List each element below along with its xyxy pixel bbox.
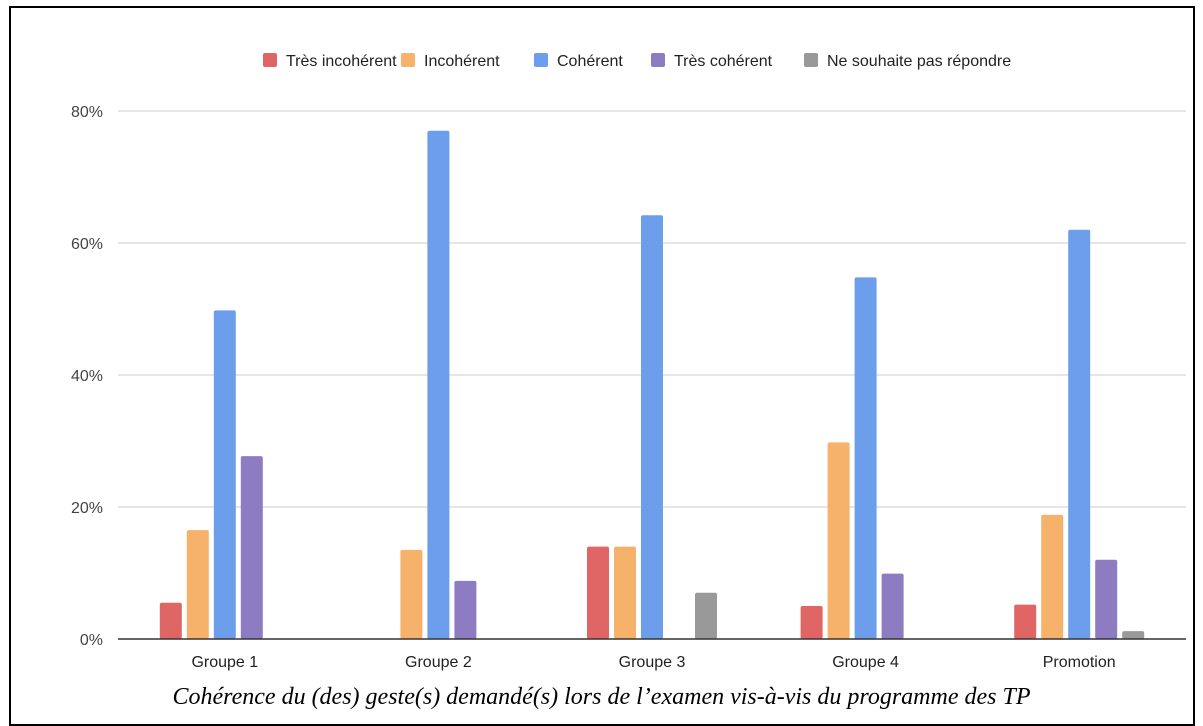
bar: [614, 546, 636, 639]
bar: [159, 602, 182, 639]
bar: [881, 573, 904, 639]
bar: [587, 546, 609, 639]
bar: [454, 580, 477, 639]
legend-label: Ne souhaite pas répondre: [827, 53, 1011, 70]
legend-label: Cohérent: [557, 53, 623, 70]
legend-label: Très cohérent: [674, 53, 773, 70]
legend-label: Incohérent: [424, 53, 500, 70]
y-tick-label: 40%: [71, 368, 103, 385]
bar: [186, 530, 209, 639]
bar: [427, 130, 450, 640]
bar: [1041, 514, 1064, 639]
legend-swatch: [651, 53, 665, 67]
bar: [240, 456, 263, 639]
bar: [695, 592, 717, 639]
x-tick-label: Groupe 1: [191, 654, 258, 671]
bar: [827, 442, 850, 639]
x-tick-label: Groupe 4: [832, 654, 899, 671]
bar: [213, 310, 236, 639]
legend-item: Très incohérent: [263, 53, 397, 70]
legend-item: Ne souhaite pas répondre: [804, 53, 1011, 70]
x-tick-label: Groupe 2: [405, 654, 472, 671]
y-tick-label: 80%: [71, 104, 103, 121]
legend-swatch: [263, 53, 277, 67]
bar: [1095, 559, 1118, 639]
bar: [641, 215, 663, 639]
y-tick-label: 20%: [71, 500, 103, 517]
y-tick-label: 60%: [71, 236, 103, 253]
bar: [800, 606, 823, 639]
x-tick-label: Promotion: [1043, 654, 1116, 671]
x-tick-label: Groupe 3: [619, 654, 686, 671]
bar: [1068, 229, 1091, 640]
bar: [1122, 631, 1145, 639]
bar: [854, 277, 877, 639]
legend-swatch: [401, 53, 415, 67]
bar: [400, 549, 423, 639]
legend-item: Cohérent: [534, 53, 623, 70]
legend-item: Très cohérent: [651, 53, 773, 70]
legend-swatch: [804, 53, 818, 67]
y-tick-label: 0%: [80, 632, 103, 649]
figure-caption: Cohérence du (des) geste(s) demandé(s) l…: [172, 684, 1031, 710]
legend: Très incohérent Incohérent Cohérent Très co…: [263, 53, 1011, 70]
bar: [1014, 604, 1037, 639]
legend-item: Incohérent: [401, 53, 500, 70]
legend-swatch: [534, 53, 548, 67]
bar-chart: 0% 20% 40% 60% 80% Groupe 1 Groupe 2 Groupe 3 Gr…: [71, 53, 1186, 671]
legend-label: Très incohérent: [286, 53, 397, 70]
